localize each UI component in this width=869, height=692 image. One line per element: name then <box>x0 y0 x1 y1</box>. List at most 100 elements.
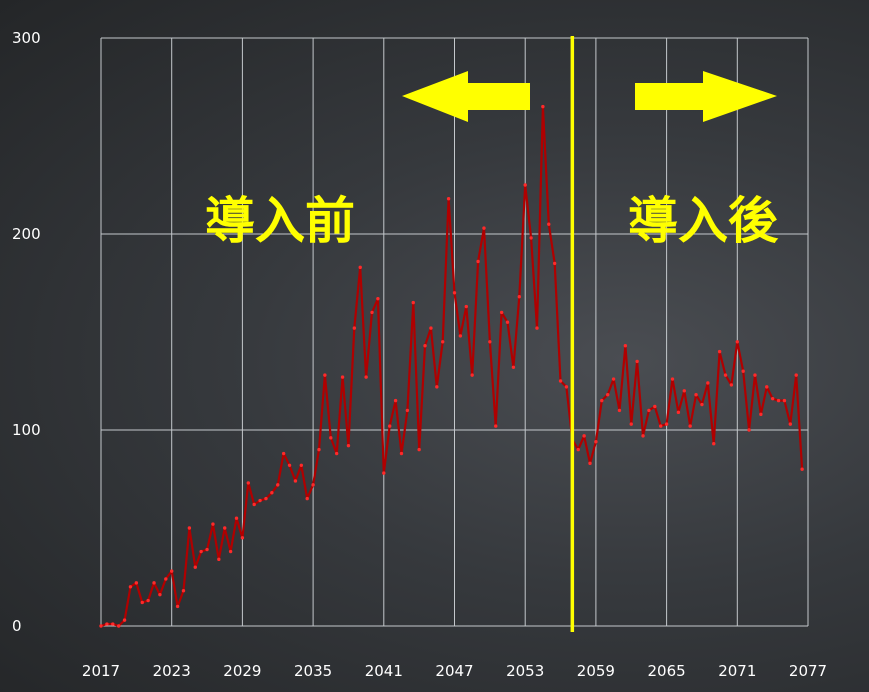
x-tick-label: 2029 <box>223 662 261 680</box>
data-point <box>664 422 669 426</box>
data-point <box>240 536 245 540</box>
data-point <box>629 422 633 426</box>
data-point <box>393 398 398 403</box>
data-point <box>770 396 775 401</box>
data-point <box>158 592 162 597</box>
data-point <box>170 569 174 573</box>
data-point <box>334 451 339 456</box>
data-point <box>641 434 645 438</box>
data-point <box>287 463 292 467</box>
data-point <box>199 549 203 554</box>
data-point <box>729 383 734 387</box>
data-point <box>647 408 651 413</box>
right-arrow-icon <box>635 71 777 122</box>
data-point <box>181 589 186 593</box>
data-point <box>99 624 103 628</box>
data-point <box>317 447 321 452</box>
data-point <box>299 463 304 467</box>
data-point <box>446 197 451 201</box>
data-point <box>276 483 280 487</box>
data-point <box>429 326 433 330</box>
data-point <box>217 557 221 562</box>
data-point <box>458 334 463 338</box>
left-arrow-icon <box>402 71 530 122</box>
data-point <box>340 375 345 379</box>
data-point <box>788 422 793 426</box>
data-point <box>494 424 498 428</box>
data-point <box>452 291 457 295</box>
data-point <box>228 549 233 554</box>
data-point <box>547 222 551 226</box>
data-point <box>794 373 798 377</box>
data-point <box>523 183 527 187</box>
x-tick-label: 2017 <box>82 662 120 680</box>
data-point <box>605 393 610 397</box>
data-point <box>329 436 333 440</box>
data-point <box>582 434 586 438</box>
data-point <box>281 451 286 456</box>
series-layer <box>99 104 804 628</box>
data-point <box>511 365 516 369</box>
data-point <box>223 526 227 530</box>
data-point <box>694 393 698 397</box>
data-point <box>270 491 274 495</box>
data-point <box>482 226 486 230</box>
y-tick-label: 0 <box>12 617 22 635</box>
data-point <box>175 604 180 609</box>
data-point <box>140 600 144 605</box>
data-point <box>234 516 239 520</box>
data-point <box>211 522 215 526</box>
data-point <box>205 547 209 552</box>
data-point <box>187 526 192 530</box>
grid-layer <box>100 37 809 627</box>
data-point <box>623 344 628 348</box>
data-point <box>682 389 686 393</box>
data-point <box>535 326 539 330</box>
data-point <box>505 320 510 324</box>
data-point <box>676 410 681 415</box>
series-line <box>100 105 804 628</box>
data-point <box>128 585 133 589</box>
data-point <box>723 373 728 377</box>
data-point <box>700 402 704 407</box>
data-point <box>588 461 592 466</box>
y-tick-label: 100 <box>12 421 41 439</box>
data-point <box>470 373 474 377</box>
data-point <box>435 385 439 389</box>
data-point <box>364 375 368 379</box>
data-point <box>464 304 468 309</box>
x-tick-label: 2035 <box>294 662 332 680</box>
data-point <box>576 447 580 452</box>
data-point <box>311 483 315 487</box>
data-point <box>552 261 557 266</box>
data-point <box>246 481 250 485</box>
tick-layer: 2017 2023 2029 2035 2041 2047 2053 2059 2065 2071… <box>12 29 827 680</box>
data-point <box>717 349 722 354</box>
data-point <box>558 379 563 383</box>
data-point <box>252 502 256 507</box>
data-point <box>529 236 533 240</box>
data-point <box>499 310 504 315</box>
data-point <box>488 340 492 344</box>
data-point <box>517 295 522 299</box>
data-point <box>688 424 692 428</box>
data-point <box>352 326 357 330</box>
data-point <box>594 440 598 444</box>
data-point <box>741 369 745 373</box>
data-point <box>735 340 739 344</box>
data-point <box>782 398 787 403</box>
x-tick-label: 2041 <box>365 662 403 680</box>
data-point <box>600 398 604 403</box>
data-point <box>747 428 751 432</box>
data-point <box>611 377 616 381</box>
data-point <box>776 398 781 403</box>
data-point <box>146 598 150 603</box>
data-point <box>659 424 663 428</box>
data-point <box>759 412 763 417</box>
data-point <box>411 300 415 305</box>
data-point <box>706 381 710 385</box>
data-point <box>116 624 121 628</box>
data-point <box>765 385 769 389</box>
after-label: 導入後 <box>628 192 779 250</box>
